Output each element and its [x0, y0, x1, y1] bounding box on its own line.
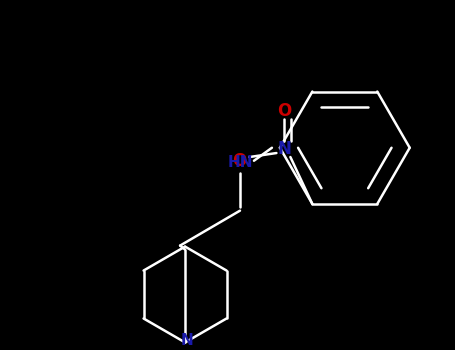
- Text: O: O: [277, 102, 292, 120]
- Text: N: N: [181, 333, 193, 348]
- Text: N: N: [278, 140, 291, 158]
- Text: O: O: [233, 152, 247, 170]
- Text: HN: HN: [227, 155, 253, 170]
